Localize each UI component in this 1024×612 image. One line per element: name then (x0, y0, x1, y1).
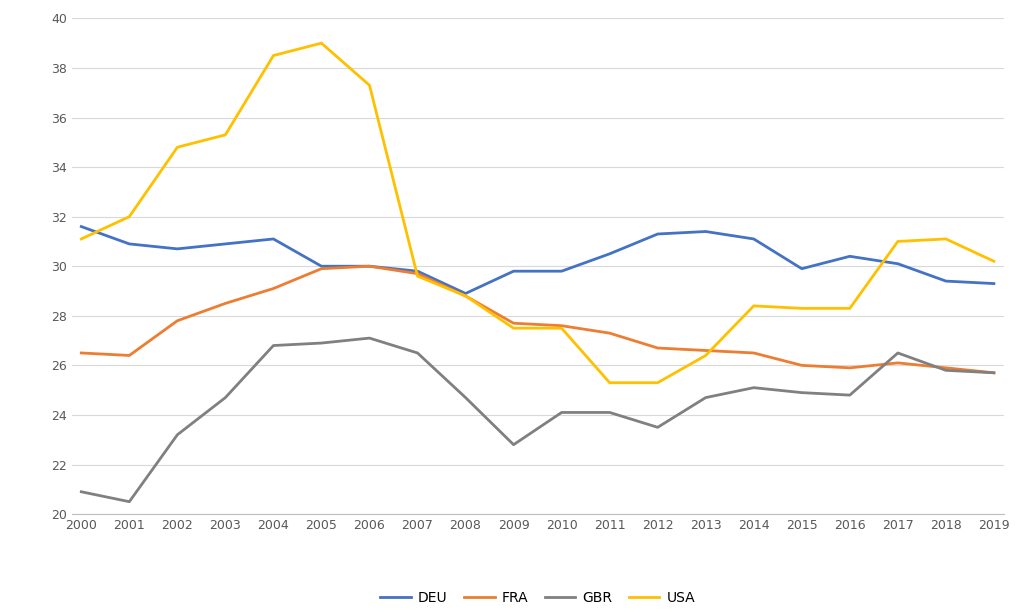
USA (796, 305, 808, 312)
GBR (123, 498, 135, 506)
DEU (892, 260, 904, 267)
FRA (892, 359, 904, 367)
USA (844, 305, 856, 312)
Legend: DEU, FRA, GBR, USA: DEU, FRA, GBR, USA (375, 586, 700, 611)
USA (555, 324, 567, 332)
FRA (123, 352, 135, 359)
USA (892, 237, 904, 245)
USA (171, 144, 183, 151)
USA (267, 52, 280, 59)
GBR (460, 394, 472, 401)
DEU (988, 280, 1000, 287)
USA (123, 213, 135, 220)
FRA (603, 329, 615, 337)
DEU (267, 235, 280, 242)
GBR (555, 409, 567, 416)
GBR (267, 342, 280, 349)
GBR (988, 369, 1000, 376)
Line: DEU: DEU (81, 226, 994, 294)
DEU (555, 267, 567, 275)
DEU (508, 267, 520, 275)
GBR (364, 334, 376, 341)
FRA (940, 364, 952, 371)
DEU (603, 250, 615, 258)
DEU (412, 267, 424, 275)
USA (315, 39, 328, 47)
FRA (412, 270, 424, 277)
FRA (796, 362, 808, 369)
USA (988, 258, 1000, 265)
Line: USA: USA (81, 43, 994, 382)
FRA (844, 364, 856, 371)
GBR (651, 424, 664, 431)
GBR (748, 384, 760, 391)
FRA (748, 349, 760, 357)
USA (508, 324, 520, 332)
USA (603, 379, 615, 386)
FRA (555, 322, 567, 329)
GBR (603, 409, 615, 416)
DEU (844, 253, 856, 260)
FRA (219, 300, 231, 307)
FRA (988, 369, 1000, 376)
DEU (651, 230, 664, 237)
DEU (315, 263, 328, 270)
FRA (651, 345, 664, 352)
FRA (699, 347, 712, 354)
DEU (75, 223, 87, 230)
GBR (315, 340, 328, 347)
DEU (940, 277, 952, 285)
USA (940, 235, 952, 242)
USA (219, 131, 231, 138)
DEU (171, 245, 183, 253)
DEU (123, 241, 135, 248)
Line: FRA: FRA (81, 266, 994, 373)
FRA (315, 265, 328, 272)
GBR (892, 349, 904, 357)
GBR (844, 392, 856, 399)
GBR (699, 394, 712, 401)
FRA (267, 285, 280, 292)
FRA (460, 293, 472, 300)
DEU (796, 265, 808, 272)
DEU (699, 228, 712, 235)
USA (75, 235, 87, 242)
FRA (171, 317, 183, 324)
USA (412, 272, 424, 280)
USA (460, 293, 472, 300)
FRA (364, 263, 376, 270)
USA (364, 81, 376, 89)
DEU (748, 235, 760, 242)
GBR (508, 441, 520, 449)
DEU (219, 241, 231, 248)
Line: GBR: GBR (81, 338, 994, 502)
GBR (796, 389, 808, 397)
GBR (940, 367, 952, 374)
FRA (75, 349, 87, 357)
DEU (364, 263, 376, 270)
GBR (75, 488, 87, 496)
DEU (460, 290, 472, 297)
GBR (171, 431, 183, 438)
GBR (412, 349, 424, 357)
FRA (508, 319, 520, 327)
USA (651, 379, 664, 386)
USA (699, 352, 712, 359)
GBR (219, 394, 231, 401)
USA (748, 302, 760, 310)
